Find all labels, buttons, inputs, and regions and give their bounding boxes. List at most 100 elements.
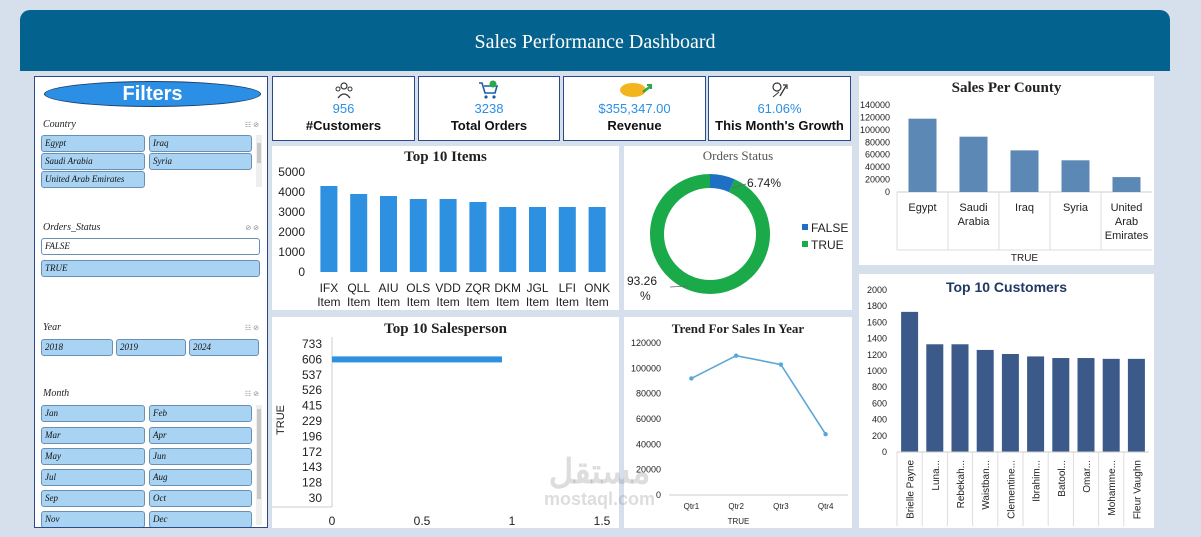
month-sep[interactable]: Sep <box>41 490 145 507</box>
status-true[interactable]: TRUE <box>41 260 260 277</box>
month-apr[interactable]: Apr <box>149 427 252 444</box>
top10-items-svg: 500040003000200010000IFXItemQLLItemAIUIt… <box>278 165 610 309</box>
x-tick-label: Item <box>585 295 608 309</box>
bar <box>1010 150 1039 192</box>
data-label: % <box>640 289 651 303</box>
x-tick-label: Syria <box>1063 202 1089 214</box>
y-tick-label: 0 <box>656 490 661 500</box>
year-2018[interactable]: 2018 <box>41 339 113 356</box>
x-tick-label: JGL <box>526 281 548 295</box>
x-tick-label: Item <box>407 295 430 309</box>
month-oct[interactable]: Oct <box>149 490 252 507</box>
y-tick-label: 733 <box>302 337 322 351</box>
kpi-revenue: $355,347.00 Revenue <box>563 76 706 141</box>
bar <box>1052 358 1070 452</box>
month-nov[interactable]: Nov <box>41 511 145 527</box>
country-slicer-clear-icon[interactable]: ☷ ⊘ <box>244 122 259 129</box>
top10-salesperson-title: Top 10 Salesperson <box>384 321 507 337</box>
country-saudi-arabia[interactable]: Saudi Arabia <box>41 153 145 170</box>
top10-items-title: Top 10 Items <box>404 149 487 165</box>
kpi-growth: 61.06% This Month's Growth <box>708 76 851 141</box>
kpi-growth-label: This Month's Growth <box>715 118 844 133</box>
y-tick-label: 1600 <box>867 317 887 327</box>
x-tick-label: ZQR <box>465 281 491 295</box>
y-tick-label: 40000 <box>636 439 661 449</box>
y-tick-label: 1800 <box>867 301 887 311</box>
sales-county-svg: 140000 120000 100000 80000 60000 40000 20000 0 E… <box>860 100 1152 264</box>
kpi-revenue-label: Revenue <box>607 118 662 133</box>
kpi-orders: 3238 Total Orders <box>418 76 560 141</box>
month-may[interactable]: May <box>41 448 145 465</box>
y-tick-label: 172 <box>302 445 322 459</box>
orders-status-title: Orders Status <box>702 148 774 163</box>
country-iraq[interactable]: Iraq <box>149 135 252 152</box>
y-tick-label: 100000 <box>631 363 661 373</box>
y-tick-label: 1000 <box>867 366 887 376</box>
x-tick-label: 1.5 <box>594 514 611 528</box>
x-tick-label: Qtr3 <box>773 502 789 511</box>
y-tick-label: 80000 <box>636 389 661 399</box>
y-tick-label: 100000 <box>860 125 890 135</box>
bar <box>588 207 606 272</box>
trend-svg: 120000 100000 80000 60000 40000 20000 0 Qtr1 Qtr… <box>631 338 848 526</box>
orders-status-slicer-label: Orders_Status <box>43 222 101 233</box>
y-tick-label: 0 <box>885 187 890 197</box>
year-slicer-clear-icon[interactable]: ☷ ⊘ <box>244 325 259 332</box>
growth-icon <box>709 80 850 100</box>
month-feb[interactable]: Feb <box>149 405 252 422</box>
month-aug[interactable]: Aug <box>149 469 252 486</box>
x-tick-label: Clementine... <box>1006 460 1017 519</box>
month-mar[interactable]: Mar <box>41 427 145 444</box>
country-uae[interactable]: United Arab Emirates <box>41 171 145 188</box>
watermark: مستقل mostaql.com <box>527 455 672 509</box>
x-tick-label: DKM <box>494 281 521 295</box>
y-tick-label: 40000 <box>865 162 890 172</box>
leader-line <box>731 183 747 189</box>
orders-status-svg: 6.74% 93.26% FALSE TRUE <box>627 174 848 303</box>
dashboard-header: Sales Performance Dashboard <box>20 10 1170 71</box>
bar <box>320 186 338 272</box>
x-tick-label: Luna... <box>931 460 942 491</box>
y-tick-label: 80000 <box>865 137 890 147</box>
kpi-growth-value: 61.06% <box>757 101 802 116</box>
month-jan[interactable]: Jan <box>41 405 145 422</box>
orders-status-clear-icon[interactable]: ⊘ ⊘ <box>245 225 259 232</box>
sales-per-county-chart: Sales Per County 140000 120000 100000 80000… <box>859 76 1154 265</box>
bar <box>529 207 546 272</box>
status-false[interactable]: FALSE <box>41 238 260 255</box>
year-slicer-label: Year <box>43 322 61 333</box>
bar <box>951 344 969 452</box>
dashboard-title: Sales Performance Dashboard <box>474 31 716 53</box>
money-icon <box>564 80 705 100</box>
month-jun[interactable]: Jun <box>149 448 252 465</box>
bar <box>439 199 457 272</box>
x-tick-label: Item <box>496 295 519 309</box>
year-2019[interactable]: 2019 <box>116 339 186 356</box>
month-scrollbar[interactable] <box>256 405 262 525</box>
y-tick-label: 200 <box>872 431 887 441</box>
x-tick-label: Emirates <box>1105 230 1149 242</box>
x-tick-label: Arab <box>1115 216 1138 228</box>
country-syria[interactable]: Syria <box>149 153 252 170</box>
month-slicer-clear-icon[interactable]: ☷ ⊘ <box>244 391 259 398</box>
x-tick-label: Qtr1 <box>684 502 700 511</box>
country-egypt[interactable]: Egypt <box>41 135 145 152</box>
country-scrollbar[interactable] <box>256 135 262 187</box>
data-point <box>823 432 828 437</box>
x-tick-label: Mohamme... <box>1107 460 1118 516</box>
x-tick-label: United <box>1111 202 1143 214</box>
x-tick-label: Item <box>556 295 579 309</box>
month-dec[interactable]: Dec <box>149 511 252 527</box>
bar <box>901 311 919 452</box>
y-tick-label: 1000 <box>278 245 305 259</box>
year-2024[interactable]: 2024 <box>189 339 259 356</box>
kpi-orders-label: Total Orders <box>450 118 528 133</box>
data-label: 6.74% <box>747 176 781 190</box>
bar <box>1027 356 1045 452</box>
top10-items-chart: Top 10 Items 5000 4000 3000 2000 1000 0 IFX Ite… <box>272 146 619 310</box>
x-tick-label: Item <box>377 295 400 309</box>
y-tick-label: 2000 <box>278 225 305 239</box>
month-jul[interactable]: Jul <box>41 469 145 486</box>
x-tick-label: IFX <box>320 281 339 295</box>
